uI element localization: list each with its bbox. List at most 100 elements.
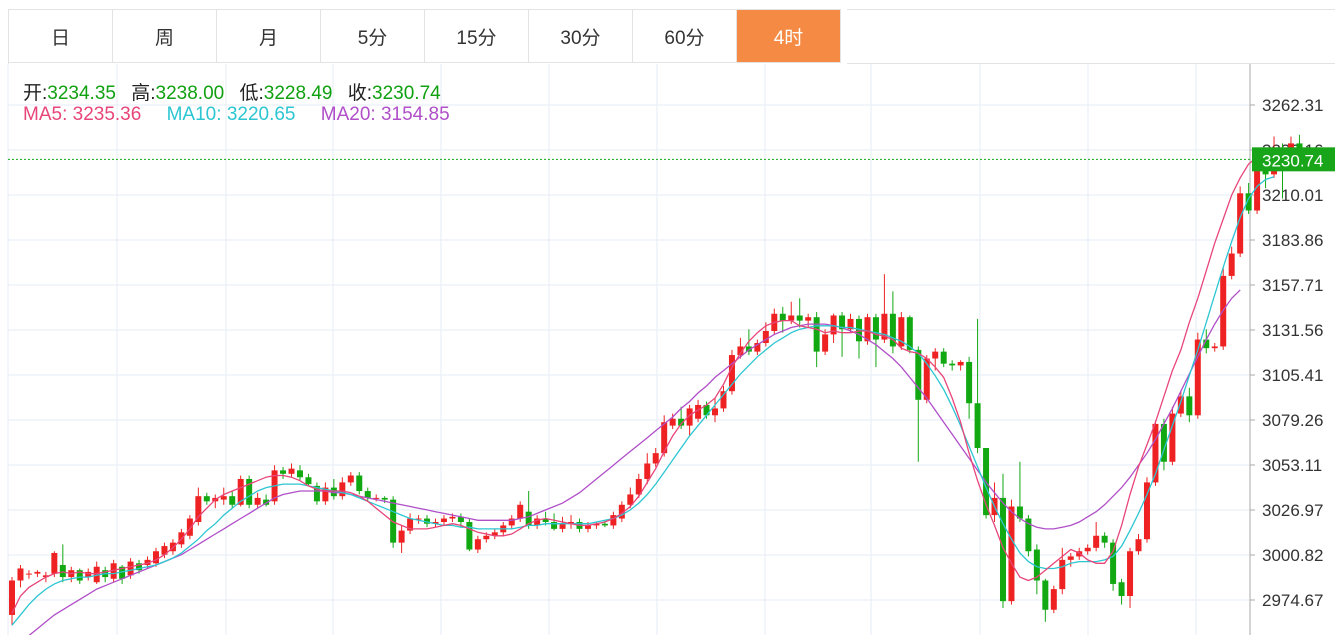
candle-body <box>483 535 490 540</box>
candle-body <box>288 468 295 474</box>
y-tick-label: 3262.31 <box>1262 96 1323 115</box>
candle-body <box>779 313 786 321</box>
candle-body <box>424 518 431 524</box>
candle-body <box>1016 506 1023 519</box>
candle-body <box>34 571 41 574</box>
tab-4hour[interactable]: 4时 <box>737 10 841 63</box>
candle-body <box>1237 193 1244 254</box>
candle-body <box>229 496 236 505</box>
candle-body <box>25 573 32 575</box>
candle-body <box>669 418 676 426</box>
tab-5min[interactable]: 5分 <box>321 10 425 63</box>
y-tick-label: 3000.82 <box>1262 546 1323 565</box>
candle-body <box>42 575 49 578</box>
candle-body <box>1127 551 1134 596</box>
ma20-value: 3154.85 <box>380 104 450 125</box>
candle-body <box>110 563 117 579</box>
ohlc-readout: 开:3234.35 高:3238.00 低:3228.49 收:3230.74 <box>23 78 441 105</box>
candle-body <box>1033 549 1040 581</box>
candle-body <box>695 404 702 419</box>
candle-body <box>839 315 846 330</box>
tab-60min[interactable]: 60分 <box>633 10 737 63</box>
candle-body <box>85 571 92 578</box>
candle-body <box>119 566 126 579</box>
candle-body <box>805 317 812 321</box>
candle-body <box>195 496 202 522</box>
candle-body <box>1245 193 1252 211</box>
candle-body <box>762 330 769 344</box>
candle-body <box>381 497 388 500</box>
candle-body <box>457 516 464 522</box>
candle-body <box>246 478 253 505</box>
candle-body <box>1211 346 1218 349</box>
candle-body <box>830 315 837 335</box>
candle-body <box>415 518 422 520</box>
candle-body <box>186 518 193 536</box>
candle-body <box>347 475 354 483</box>
candle-body <box>51 552 58 574</box>
candle-body <box>364 491 371 498</box>
candle-body <box>1118 582 1125 596</box>
y-tick-label: 3210.01 <box>1262 186 1323 205</box>
y-tick-label: 3053.11 <box>1262 456 1322 475</box>
candle-body <box>1135 539 1142 552</box>
y-tick-label: 3079.26 <box>1262 411 1323 430</box>
candle-body <box>796 315 803 321</box>
candle-body <box>813 317 820 352</box>
candle-body <box>1008 506 1015 602</box>
candle-body <box>1194 339 1201 416</box>
tab-15min[interactable]: 15分 <box>425 10 529 63</box>
current-price-tag <box>1252 147 1335 172</box>
tab-30min[interactable]: 30分 <box>529 10 633 63</box>
candle-body <box>678 418 685 426</box>
candle-body <box>1152 423 1159 483</box>
candle-body <box>788 315 795 321</box>
candle-body <box>720 391 727 409</box>
ma-readout: MA5: 3235.36 MA10: 3220.65 MA20: 3154.85 <box>23 104 450 126</box>
candle-body <box>712 408 719 416</box>
candle-body <box>847 318 854 330</box>
candle-body <box>1143 482 1150 540</box>
candle-body <box>949 363 956 366</box>
candle-body <box>449 516 456 519</box>
candle-body <box>59 565 66 578</box>
candle-body <box>254 497 261 505</box>
candle-body <box>915 349 922 400</box>
candle-body <box>559 523 566 529</box>
ma5-line <box>11 150 1275 614</box>
candle-body <box>1296 143 1303 151</box>
candle-body <box>661 422 668 454</box>
candle-body <box>127 561 134 576</box>
candle-body <box>1228 253 1235 276</box>
candle-body <box>491 532 498 536</box>
candle-body <box>322 487 329 502</box>
candle-body <box>898 317 905 347</box>
close-value: 3230.74 <box>372 83 441 104</box>
candle-body <box>1160 423 1167 462</box>
candle-body <box>610 515 617 526</box>
candle-body <box>1186 396 1193 416</box>
candle-body <box>966 361 973 404</box>
candle-body <box>466 521 473 550</box>
candle-body <box>542 518 549 522</box>
candle-body <box>237 478 244 505</box>
tab-week[interactable]: 周 <box>113 10 217 63</box>
candle-body <box>517 504 524 519</box>
candle-body <box>1110 542 1117 584</box>
candle-body <box>754 343 761 352</box>
candle-body <box>534 518 541 526</box>
candle-body <box>889 313 896 347</box>
high-value: 3238.00 <box>155 83 225 104</box>
candle-body <box>17 568 24 581</box>
candle-body <box>220 496 227 500</box>
candle-body <box>635 478 642 495</box>
ma10-line <box>11 176 1275 626</box>
candle-body <box>737 346 744 356</box>
y-tick-label: 3105.41 <box>1262 366 1323 385</box>
tab-month[interactable]: 月 <box>217 10 321 63</box>
candle-body <box>568 521 575 524</box>
ma5-value: 3235.36 <box>72 104 142 125</box>
tab-day[interactable]: 日 <box>9 10 113 63</box>
candle-body <box>932 351 939 359</box>
